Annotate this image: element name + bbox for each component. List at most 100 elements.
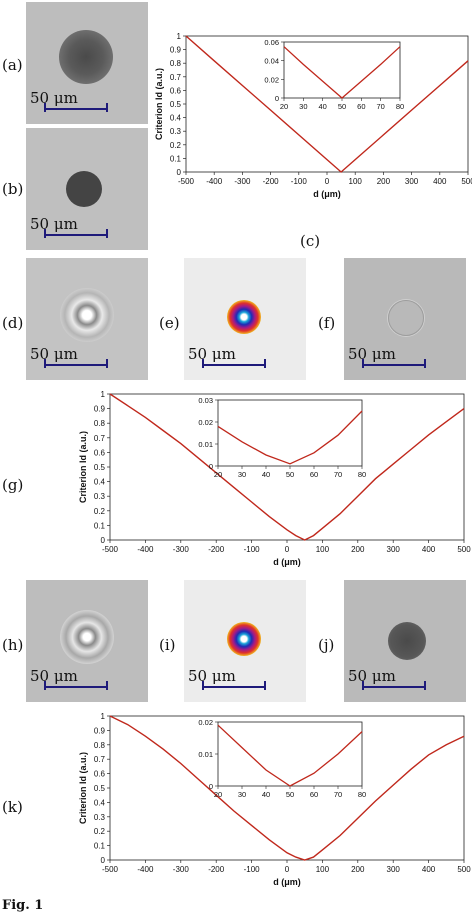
inset-y-tick-label: 0 — [209, 462, 213, 471]
y-tick-label: 0.9 — [94, 405, 106, 414]
y-tick-label: 0.3 — [170, 127, 182, 136]
y-tick-label: 0.7 — [94, 434, 106, 443]
x-tick-label: -200 — [208, 865, 225, 874]
image-e-color-pattern: 50 μm — [184, 258, 306, 380]
x-tick-label: -400 — [137, 865, 154, 874]
image-a-defocused-particle: 50 μm — [26, 2, 148, 124]
inset-x-tick-label: 40 — [262, 790, 270, 799]
image-j-reconstructed-particle: 50 μm — [344, 580, 466, 702]
y-tick-label: 0.2 — [170, 141, 182, 150]
panel-label-i: (i) — [159, 636, 176, 654]
inset-frame — [218, 722, 362, 786]
scalebar-label: 50 μm — [188, 667, 236, 685]
image-f-faint-ring: 50 μm — [344, 258, 466, 380]
x-tick-label: 200 — [351, 865, 365, 874]
image-h-hologram: 50 μm — [26, 580, 148, 702]
y-tick-label: 0.7 — [170, 73, 182, 82]
chart-k: -500 -400 -300 -200 -100 0 100 200 300 400 50000.1… — [62, 708, 472, 896]
panel-label-a: (a) — [2, 56, 23, 74]
inset-x-tick-label: 40 — [262, 470, 270, 479]
y-tick-label: 0.1 — [170, 154, 182, 163]
x-tick-label: -300 — [234, 177, 251, 186]
y-tick-label: 0.3 — [94, 492, 106, 501]
y-tick-label: 0.4 — [94, 798, 106, 807]
inset-y-tick-label: 0.06 — [264, 38, 279, 47]
inset-x-tick-label: 80 — [358, 470, 366, 479]
x-tick-label: -300 — [173, 545, 190, 554]
x-tick-label: -200 — [208, 545, 225, 554]
panel-label-k: (k) — [2, 798, 23, 816]
x-tick-label: 0 — [325, 177, 330, 186]
x-tick-label: 100 — [349, 177, 363, 186]
inset-x-tick-label: 20 — [214, 790, 222, 799]
particle-shape — [59, 30, 113, 84]
inset-x-tick-label: 40 — [318, 102, 326, 111]
inset-x-tick-label: 60 — [357, 102, 365, 111]
y-tick-label: 0 — [101, 856, 106, 865]
x-tick-label: -500 — [102, 865, 119, 874]
inset-x-tick-label: 80 — [358, 790, 366, 799]
inset-y-tick-label: 0.03 — [198, 396, 213, 405]
y-axis-label: Criterion Id (a.u.) — [154, 68, 164, 140]
y-tick-label: 0.2 — [94, 507, 106, 516]
faint-ring — [388, 300, 424, 336]
x-tick-label: 100 — [316, 545, 330, 554]
inset-x-tick-label: 30 — [299, 102, 307, 111]
y-tick-label: 0.8 — [94, 419, 106, 428]
panel-label-c: (c) — [300, 232, 320, 250]
x-tick-label: -100 — [291, 177, 308, 186]
y-tick-label: 0.8 — [94, 741, 106, 750]
inset-y-tick-label: 0 — [275, 94, 279, 103]
panel-label-e: (e) — [159, 314, 180, 332]
x-tick-label: -400 — [206, 177, 223, 186]
inset-x-tick-label: 50 — [338, 102, 346, 111]
y-tick-label: 1 — [101, 390, 106, 399]
y-tick-label: 0.6 — [170, 86, 182, 95]
x-tick-label: 400 — [422, 865, 436, 874]
y-tick-label: 0.5 — [94, 784, 106, 793]
x-axis-label: d (μm) — [313, 189, 341, 199]
x-tick-label: 0 — [285, 545, 290, 554]
x-tick-label: -200 — [263, 177, 280, 186]
figure-caption: Fig. 1 — [2, 898, 43, 913]
y-tick-label: 0.4 — [94, 478, 106, 487]
y-tick-label: 0.1 — [94, 842, 106, 851]
panel-label-f: (f) — [318, 314, 335, 332]
y-axis-label: Criterion Id (a.u.) — [78, 752, 88, 824]
inset-x-tick-label: 20 — [214, 470, 222, 479]
y-tick-label: 0.6 — [94, 448, 106, 457]
inset-y-tick-label: 0.04 — [264, 57, 279, 66]
inset-x-tick-label: 70 — [334, 790, 342, 799]
x-tick-label: 500 — [457, 865, 471, 874]
scalebar-label: 50 μm — [348, 345, 396, 363]
y-tick-label: 1 — [101, 712, 106, 721]
panel-label-b: (b) — [2, 180, 23, 198]
inset-y-tick-label: 0.02 — [198, 418, 213, 427]
y-tick-label: 0.7 — [94, 755, 106, 764]
chart-c: -500-400-300-200-100010020030040050000.1… — [150, 28, 472, 228]
y-tick-label: 0.3 — [94, 813, 106, 822]
color-rings — [227, 622, 261, 656]
inset-x-tick-label: 80 — [396, 102, 404, 111]
y-tick-label: 0.5 — [94, 463, 106, 472]
inset-x-tick-label: 30 — [238, 790, 246, 799]
image-d-hologram: 50 μm — [26, 258, 148, 380]
y-tick-label: 0.4 — [170, 114, 182, 123]
diffraction-rings — [60, 610, 114, 664]
image-b-focused-particle: 50 μm — [26, 128, 148, 250]
particle-shape — [66, 171, 102, 207]
inset-y-tick-label: 0.01 — [198, 440, 213, 449]
y-tick-label: 0.1 — [94, 521, 106, 530]
x-tick-label: 300 — [387, 545, 401, 554]
scalebar-label: 50 μm — [30, 89, 78, 107]
x-tick-label: 100 — [316, 865, 330, 874]
scalebar-label: 50 μm — [348, 667, 396, 685]
x-tick-label: -400 — [137, 545, 154, 554]
chart-g: -500 -400 -300 -200 -100 0 100 200 300 400 50000.1… — [62, 388, 472, 578]
x-tick-label: 300 — [387, 865, 401, 874]
x-tick-label: 500 — [457, 545, 471, 554]
y-tick-label: 0.5 — [170, 100, 182, 109]
x-tick-label: -100 — [244, 865, 261, 874]
inset-x-tick-label: 60 — [310, 790, 318, 799]
y-tick-label: 0.8 — [170, 59, 182, 68]
